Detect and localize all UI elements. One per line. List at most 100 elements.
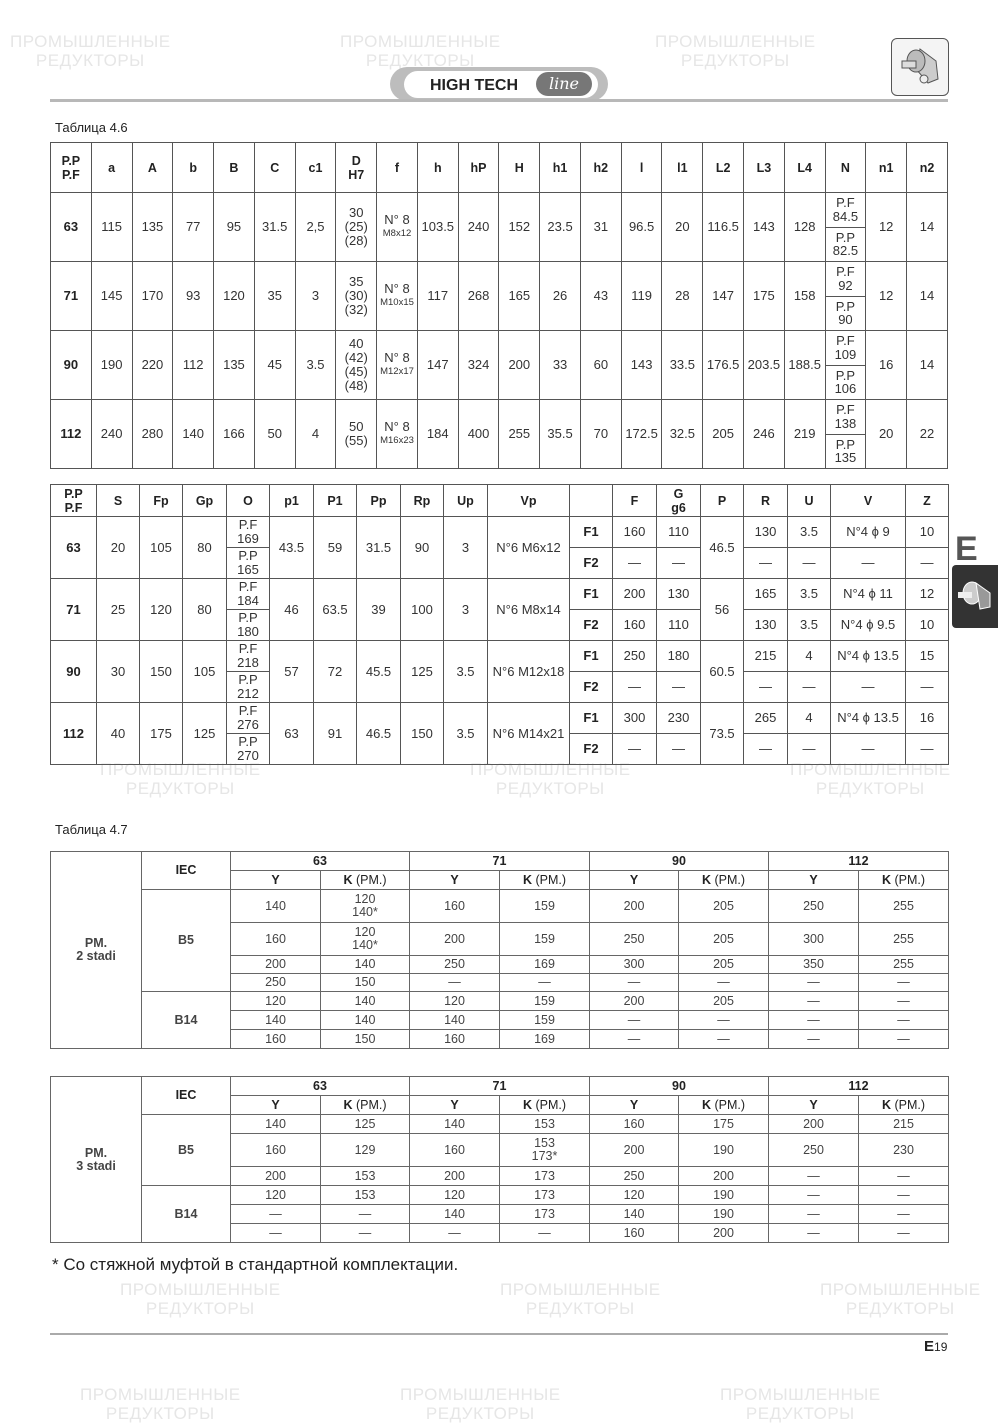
watermark: ПРОМЫШЛЕННЫЕ РЕДУКТОРЫ <box>400 1385 561 1423</box>
k-suffix: (PM.) <box>711 1097 746 1112</box>
y-header: Y <box>589 1095 679 1115</box>
k-letter: K <box>701 872 711 887</box>
table-cell: 3.5 <box>787 609 831 641</box>
column-header: U <box>787 484 831 517</box>
flange-label: F2 <box>569 609 613 641</box>
table-row: B14 120 140 120 159 200 205— — <box>51 991 950 1049</box>
table-cell: 116.5 <box>702 192 745 262</box>
table-row: P.P 212 F2— — — — — — <box>51 671 949 703</box>
column-header: h <box>416 142 459 193</box>
table-cell: — <box>787 671 831 703</box>
table-cell: 31.5 <box>253 192 296 262</box>
table-caption: Таблица 4.7 <box>55 822 128 837</box>
table-cell: 153 <box>499 1114 590 1134</box>
table-cell: 145 <box>90 261 133 331</box>
table-cell: 140 <box>320 955 410 974</box>
table-cell: 160 <box>409 1029 500 1049</box>
table-cell: 129 <box>320 1133 410 1167</box>
table-cell: 45.5 <box>356 640 401 703</box>
table-cell: 73.5 <box>700 702 744 765</box>
table-cell: 120 <box>409 1185 500 1205</box>
table-cell: 14 <box>906 330 948 400</box>
table-cell: 140 <box>320 991 410 1011</box>
table-cell: 128 <box>783 192 826 262</box>
split-cell: P.P 106 <box>826 364 865 399</box>
table-row: 112 40 175 125 P.F 276 63 91 46.5 150 3.5 N°6 M14x… <box>50 702 949 765</box>
split-cell: P.F 138 <box>834 402 857 431</box>
table-cell: N°4 ϕ 11 <box>830 578 906 610</box>
k-header: K (PM.) <box>678 1095 769 1115</box>
table-cell: 60 <box>579 330 622 400</box>
column-header: L3 <box>743 142 785 193</box>
table-cell: — <box>656 733 701 765</box>
n-cell: P.F 92 P.P 90 <box>824 261 867 331</box>
table-cell: 205 <box>678 955 769 974</box>
o-cell: P.F 169 <box>226 516 270 548</box>
table-cell: 119 <box>620 261 663 331</box>
table-cell: — <box>612 547 657 579</box>
table-row: 63 20 105 80 P.F 169 43.5 59 31.5 90 3 N°6 M6x12 F1… <box>50 516 949 579</box>
watermark: ПРОМЫШЛЕННЫЕ РЕДУКТОРЫ <box>820 1280 981 1318</box>
table-row: 63 115 135 77 95 31.5 2,5 30 (25) (28) N° 8 M8x12… <box>50 192 948 262</box>
flange-label: F1 <box>569 640 613 672</box>
size-header: 63 <box>230 851 410 871</box>
table-cell: 14 <box>906 192 948 262</box>
column-header: Pp <box>356 484 401 517</box>
table-cell: 150 <box>400 702 444 765</box>
watermark: ПРОМЫШЛЕННЫЕ РЕДУКТОРЫ <box>80 1385 241 1423</box>
header-row: PM. 2 stadi IEC 63 71 90 112 <box>50 851 950 1049</box>
table-cell: 175 <box>678 1114 769 1134</box>
table-cell: 3.5 <box>787 516 831 548</box>
table-cell: 190 <box>678 1133 769 1167</box>
table-cell: 165 <box>743 578 788 610</box>
table-cell: 43 <box>579 261 622 331</box>
mount-label: B5 <box>141 1114 231 1186</box>
table-cell: 153 173* <box>499 1133 590 1167</box>
column-header: P <box>700 484 744 517</box>
split-cell: P.F 109 <box>834 333 857 362</box>
split-cell: P.P 135 <box>826 433 865 468</box>
table-cell: — <box>230 1223 321 1243</box>
table-cell: 130 <box>743 609 788 641</box>
mount-label: B5 <box>141 889 231 992</box>
y-header: Y <box>230 1095 321 1115</box>
column-header: O <box>226 484 270 517</box>
table-cell: — <box>857 1223 950 1243</box>
table-cell: 46.5 <box>356 702 401 765</box>
table-cell: 20 <box>865 399 908 469</box>
table-cell: N°4 ϕ 13.5 <box>830 702 906 734</box>
split-cell: P.F 92 <box>836 264 855 293</box>
section-tab[interactable] <box>952 565 998 628</box>
table-cell: 153 <box>320 1166 410 1186</box>
table-row: 90 190 220 112 135 45 3.5 40 (42) (45) (48) N° 8… <box>50 330 948 400</box>
table-cell: — <box>499 973 590 992</box>
k-header: K (PM.) <box>320 870 410 890</box>
table-cell: 10 <box>905 516 949 548</box>
table-cell: 56 <box>700 578 744 641</box>
table-cell: 268 <box>457 261 500 331</box>
table-cell: — <box>768 1029 859 1049</box>
table-cell: — <box>787 733 831 765</box>
column-header: f <box>376 142 418 193</box>
watermark: ПРОМЫШЛЕННЫЕ РЕДУКТОРЫ <box>10 32 171 70</box>
column-header: c1 <box>294 142 337 193</box>
table-cell: — <box>768 1166 859 1186</box>
column-header: Z <box>905 484 949 517</box>
flange-label: F2 <box>569 547 613 579</box>
column-header: b <box>172 142 215 193</box>
table-cell: 200 <box>589 991 679 1011</box>
table-cell: 16 <box>905 702 949 734</box>
column-header: G g6 <box>656 484 701 517</box>
o-cell: P.F 184 <box>226 578 270 610</box>
table-cell: — <box>656 547 701 579</box>
table-cell: 130 <box>656 578 701 610</box>
table-cell: 91 <box>313 702 357 765</box>
table-row: P.P 165 F2— — — — — — <box>51 547 949 579</box>
table-cell: 125 <box>320 1114 410 1134</box>
table-cell: 190 <box>90 330 133 400</box>
table-cell: — <box>857 1185 950 1205</box>
table-cell: — <box>743 671 788 703</box>
table-cell: — <box>768 973 859 992</box>
